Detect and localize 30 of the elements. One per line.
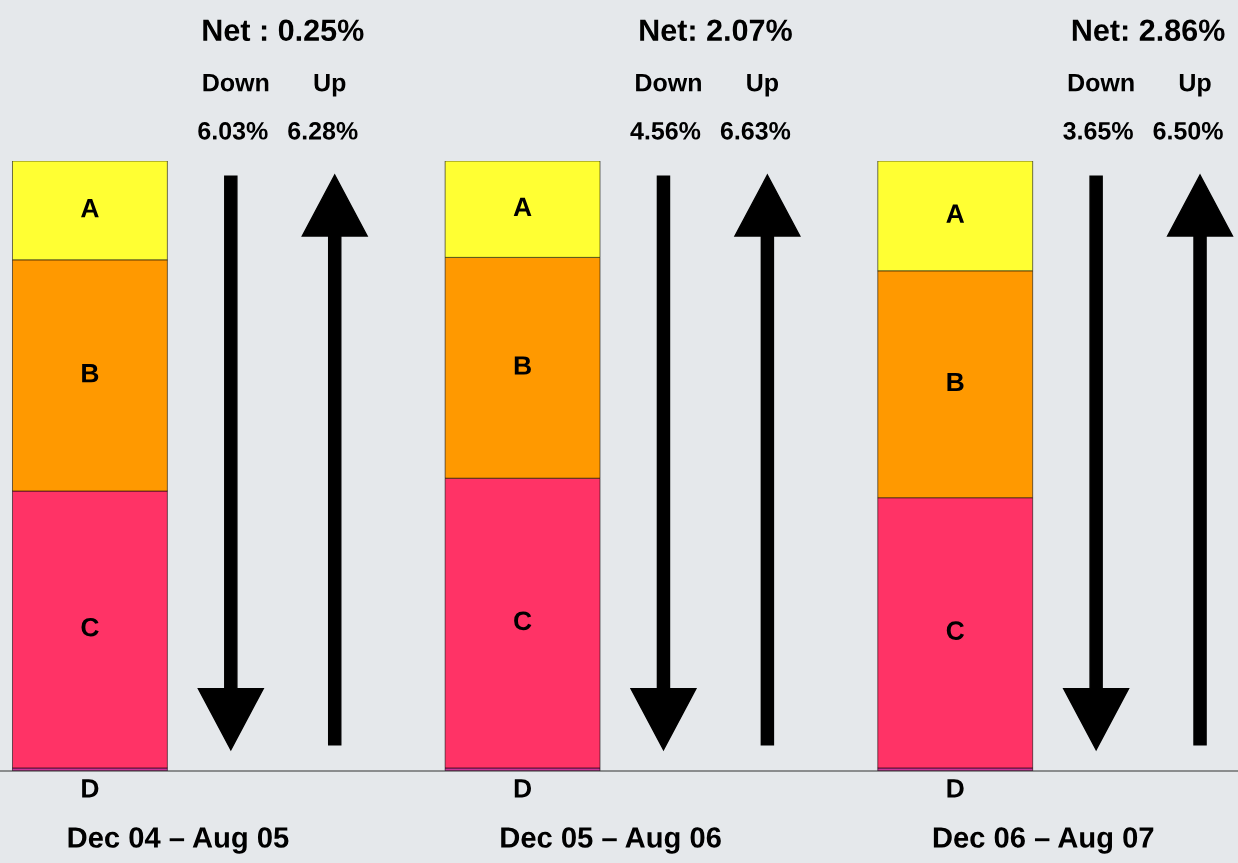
text: C — [81, 617, 99, 637]
text: 6.63% — [720, 121, 791, 140]
text: D — [514, 779, 531, 798]
text: 4.56% — [630, 121, 701, 140]
series-label: A — [513, 197, 532, 217]
text: 6.03% — [198, 121, 268, 140]
text: Down — [1068, 74, 1134, 92]
text: A — [946, 204, 965, 223]
text: 3.65% — [1063, 121, 1133, 140]
text: Up — [747, 74, 779, 97]
text: Net: 2.86% — [1072, 19, 1225, 42]
text: Down — [636, 74, 701, 92]
text: Net: 2.07% — [640, 19, 792, 42]
x-tick-label: Dec 04 – Aug 05 — [68, 827, 289, 854]
text: Up — [1179, 74, 1211, 97]
text: 6.28% — [288, 121, 358, 140]
x-tick-label: Dec 06 – Aug 07 — [933, 827, 1154, 854]
text: C — [946, 621, 965, 640]
text: Up — [314, 74, 346, 97]
text: Down — [203, 74, 269, 92]
text: A — [81, 199, 99, 218]
text: 6.50% — [1153, 121, 1223, 140]
text: D — [947, 779, 964, 798]
text: Net : 0.25% — [203, 19, 364, 42]
series-label: B — [82, 364, 99, 383]
series-label: D — [82, 779, 99, 798]
text: B — [947, 372, 964, 392]
series-label: C — [514, 611, 532, 631]
x-tick-label: Dec 05 – Aug 06 — [501, 827, 721, 854]
text: B — [514, 356, 531, 375]
